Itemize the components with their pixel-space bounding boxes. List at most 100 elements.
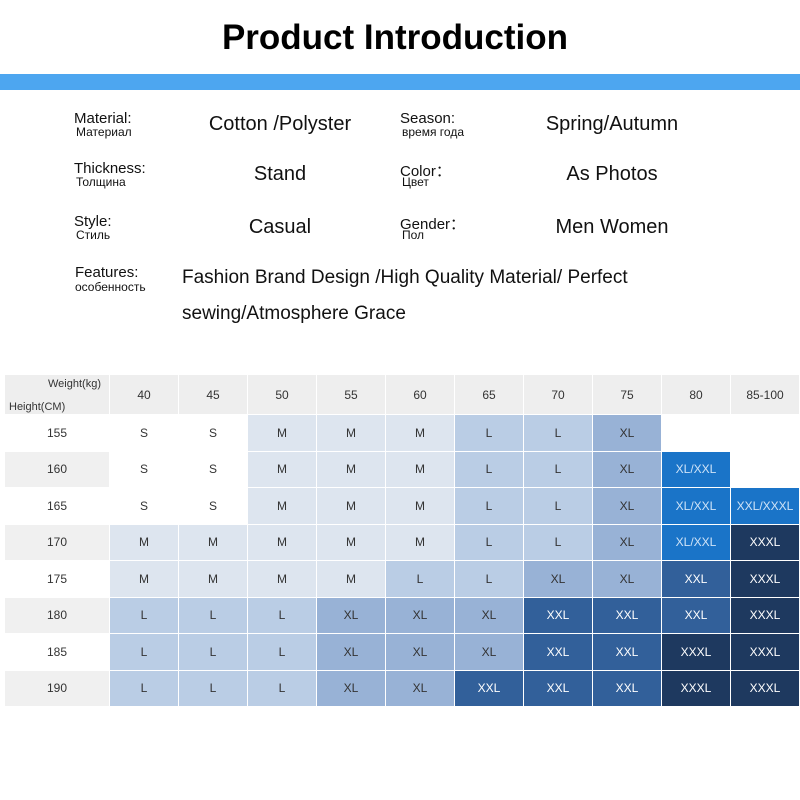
weight-header: 55: [317, 375, 386, 415]
size-cell: XL: [386, 634, 455, 671]
attribute-label: Gender：: [400, 216, 466, 233]
size-cell: XXL: [524, 634, 593, 671]
features-line: sewing/Atmosphere Grace: [182, 303, 406, 324]
height-cell: 175: [5, 561, 110, 598]
size-cell: L: [455, 524, 524, 561]
size-cell: XL/XXL: [662, 524, 731, 561]
size-cell: XL: [317, 634, 386, 671]
attribute-value: As Photos: [566, 163, 658, 185]
height-cell: 190: [5, 670, 110, 707]
size-cell: L: [179, 634, 248, 671]
size-cell: S: [179, 415, 248, 452]
size-cell: XXL: [593, 634, 662, 671]
size-cell: XXL: [593, 597, 662, 634]
size-cell: XXXL: [731, 670, 800, 707]
size-cell: XXXL: [731, 561, 800, 598]
size-cell: M: [248, 451, 317, 488]
attribute-value: Men Women: [555, 216, 669, 238]
size-cell: L: [455, 451, 524, 488]
size-cell: XXL: [662, 561, 731, 598]
size-cell: L: [524, 524, 593, 561]
size-cell: M: [248, 488, 317, 525]
size-cell: XL: [524, 561, 593, 598]
size-cell: XXL/XXXL: [731, 488, 800, 525]
size-cell: S: [179, 451, 248, 488]
size-cell: M: [317, 488, 386, 525]
size-cell: XL: [317, 597, 386, 634]
size-cell: M: [386, 451, 455, 488]
size-cell: XL: [593, 561, 662, 598]
attribute-label: Style:: [74, 213, 112, 230]
weight-header: 65: [455, 375, 524, 415]
size-cell: M: [317, 561, 386, 598]
height-cell: 155: [5, 415, 110, 452]
size-cell: [662, 415, 731, 452]
size-cell: XXXL: [731, 524, 800, 561]
features-line: Fashion Brand Design /High Quality Mater…: [182, 267, 628, 288]
size-cell: L: [386, 561, 455, 598]
size-cell: XXXL: [731, 634, 800, 671]
size-cell: L: [248, 634, 317, 671]
size-cell: M: [317, 451, 386, 488]
size-cell: XL: [593, 415, 662, 452]
weight-header: 50: [248, 375, 317, 415]
size-cell: M: [248, 561, 317, 598]
size-cell: L: [524, 415, 593, 452]
weight-header: 80: [662, 375, 731, 415]
size-cell: M: [386, 415, 455, 452]
features-label: Features:: [75, 264, 139, 281]
weight-header: 70: [524, 375, 593, 415]
size-cell: L: [110, 597, 179, 634]
size-cell: L: [524, 488, 593, 525]
size-cell: M: [110, 524, 179, 561]
divider-bar: [0, 74, 800, 90]
height-cell: 160: [5, 451, 110, 488]
height-cell: 185: [5, 634, 110, 671]
size-cell: XL: [455, 597, 524, 634]
attribute-value: Casual: [248, 216, 312, 238]
size-cell: M: [110, 561, 179, 598]
size-cell: L: [455, 415, 524, 452]
size-cell: M: [179, 524, 248, 561]
size-cell: M: [248, 524, 317, 561]
attribute-label-ru: Стиль: [76, 228, 111, 242]
size-cell: M: [386, 524, 455, 561]
size-cell: XL: [386, 670, 455, 707]
weight-header: 75: [593, 375, 662, 415]
size-cell: XL: [593, 488, 662, 525]
size-cell: S: [179, 488, 248, 525]
height-cell: 170: [5, 524, 110, 561]
attribute-label: Color：: [400, 163, 451, 180]
attribute-value: Cotton /Polyster: [208, 113, 352, 135]
attribute-label: Thickness:: [74, 160, 146, 177]
header-corner: [5, 375, 110, 415]
size-cell: L: [110, 670, 179, 707]
attribute-label-ru: время года: [402, 125, 465, 139]
weight-header: 40: [110, 375, 179, 415]
height-cell: 165: [5, 488, 110, 525]
attribute-label-ru: Материал: [76, 125, 132, 139]
attribute-label-ru: Толщина: [76, 175, 126, 189]
height-cell: 180: [5, 597, 110, 634]
size-cell: XXL: [524, 597, 593, 634]
size-cell: XL: [593, 451, 662, 488]
size-cell: XXL: [593, 670, 662, 707]
size-cell: XXL: [455, 670, 524, 707]
attribute-label-ru: Цвет: [402, 175, 429, 189]
size-cell: L: [524, 451, 593, 488]
size-cell: XL/XXL: [662, 451, 731, 488]
features-label-ru: особенность: [75, 280, 146, 294]
attribute-label: Material:: [74, 110, 132, 127]
weight-header: 45: [179, 375, 248, 415]
size-cell: XXL: [662, 597, 731, 634]
size-cell: M: [179, 561, 248, 598]
attribute-value: Stand: [253, 163, 307, 185]
size-cell: L: [179, 670, 248, 707]
attribute-label-ru: Пол: [402, 228, 425, 242]
size-cell: S: [110, 488, 179, 525]
size-cell: XXXL: [662, 634, 731, 671]
size-cell: [731, 451, 800, 488]
size-cell: XL/XXL: [662, 488, 731, 525]
height-label: Height(CM): [9, 401, 66, 413]
